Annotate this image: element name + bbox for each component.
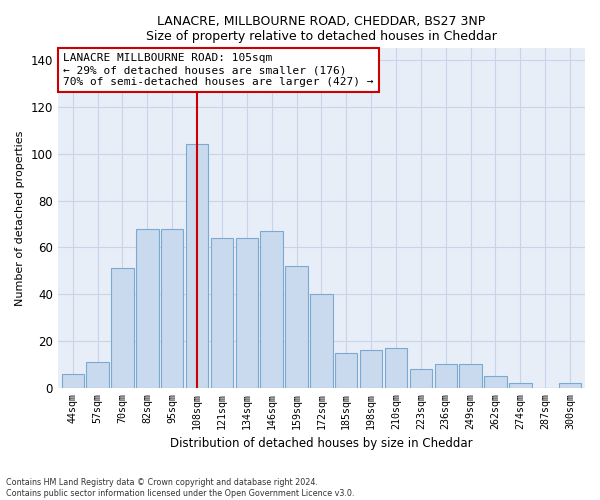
Bar bbox=[509, 383, 532, 388]
Text: Contains HM Land Registry data © Crown copyright and database right 2024.
Contai: Contains HM Land Registry data © Crown c… bbox=[6, 478, 355, 498]
Bar bbox=[385, 348, 407, 388]
Bar bbox=[484, 376, 506, 388]
Bar bbox=[211, 238, 233, 388]
Bar bbox=[236, 238, 258, 388]
Bar bbox=[460, 364, 482, 388]
Bar bbox=[136, 228, 158, 388]
Title: LANACRE, MILLBOURNE ROAD, CHEDDAR, BS27 3NP
Size of property relative to detache: LANACRE, MILLBOURNE ROAD, CHEDDAR, BS27 … bbox=[146, 15, 497, 43]
Bar bbox=[62, 374, 84, 388]
Text: LANACRE MILLBOURNE ROAD: 105sqm
← 29% of detached houses are smaller (176)
70% o: LANACRE MILLBOURNE ROAD: 105sqm ← 29% of… bbox=[63, 54, 374, 86]
Bar bbox=[360, 350, 382, 388]
Bar bbox=[161, 228, 184, 388]
Bar bbox=[111, 268, 134, 388]
Bar bbox=[286, 266, 308, 388]
Y-axis label: Number of detached properties: Number of detached properties bbox=[15, 130, 25, 306]
Bar bbox=[260, 231, 283, 388]
X-axis label: Distribution of detached houses by size in Cheddar: Distribution of detached houses by size … bbox=[170, 437, 473, 450]
Bar bbox=[186, 144, 208, 388]
Bar bbox=[410, 369, 432, 388]
Bar bbox=[310, 294, 332, 388]
Bar bbox=[335, 352, 358, 388]
Bar bbox=[559, 383, 581, 388]
Bar bbox=[434, 364, 457, 388]
Bar bbox=[86, 362, 109, 388]
